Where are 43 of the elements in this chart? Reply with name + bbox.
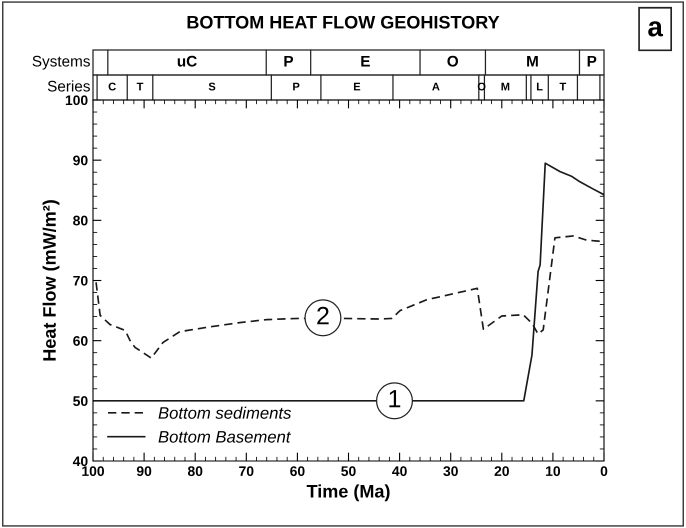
x-axis-title: Time (Ma) <box>306 484 390 502</box>
text: M <box>527 56 538 66</box>
y-tick-label: 60 <box>73 336 88 346</box>
text: L <box>536 82 543 90</box>
annotation: 2 <box>317 306 329 324</box>
text: T <box>560 82 566 90</box>
annotation: 1 <box>389 390 400 408</box>
text: E <box>354 82 360 90</box>
x-tick-label: 80 <box>188 466 202 476</box>
x-tick-label: 100 <box>82 466 104 476</box>
text: O <box>447 56 458 67</box>
x-tick-label: 90 <box>136 466 152 476</box>
text: Systems <box>32 56 90 70</box>
text: P <box>284 56 294 66</box>
chart-title: BOTTOM HEAT FLOW GEOHISTORY <box>188 16 500 29</box>
x-tick-label: 40 <box>392 466 407 476</box>
y-tick-label: 70 <box>73 276 88 286</box>
text: a <box>648 21 664 36</box>
y-tick-label: 50 <box>73 396 88 406</box>
y-tick-label: 80 <box>73 216 88 226</box>
y-tick-label: 100 <box>66 95 88 106</box>
text: A <box>432 82 440 90</box>
x-tick-label: 60 <box>290 466 305 476</box>
text: uC <box>178 56 197 67</box>
text: P <box>293 82 300 90</box>
text: Series <box>48 80 90 92</box>
text: S <box>208 82 216 90</box>
y-tick-label: 40 <box>72 456 88 466</box>
text: T <box>136 82 144 90</box>
legend-label: Bottom sediments <box>158 406 292 419</box>
text: E <box>361 56 370 66</box>
x-tick-label: 50 <box>341 466 356 476</box>
y-tick-label: 90 <box>73 156 88 166</box>
text: P <box>588 56 596 66</box>
x-tick-label: 0 <box>600 466 608 476</box>
x-tick-label: 20 <box>494 466 509 476</box>
x-tick-label: 10 <box>546 466 560 476</box>
x-tick-label: 30 <box>443 466 458 476</box>
x-tick-label: 70 <box>239 466 254 476</box>
text: M <box>501 82 510 90</box>
y-axis-title: Heat Flow (mW/m²) <box>42 200 60 361</box>
text: C <box>108 82 116 90</box>
legend-label: Bottom Basement <box>158 431 292 443</box>
